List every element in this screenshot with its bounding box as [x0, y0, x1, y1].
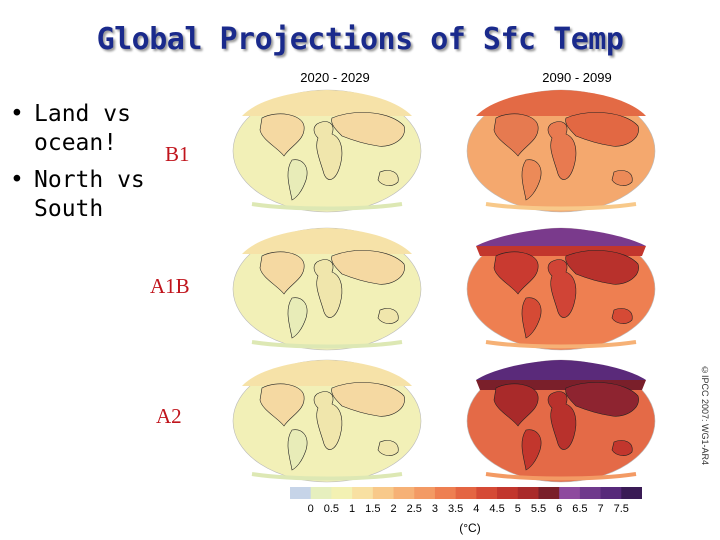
colorbar-tick-label: 0 — [307, 503, 314, 515]
colorbar-tick-label: 4 — [473, 503, 480, 515]
temperature-colorbar — [290, 487, 642, 499]
colorbar-tick-label: 3 — [431, 503, 438, 515]
colorbar-swatch — [559, 487, 581, 499]
colorbar-unit: (°C) — [459, 521, 481, 535]
bullet-list: Land vs ocean! North vs South — [10, 100, 184, 232]
colorbar-swatch — [538, 487, 560, 499]
column-header-far: 2090 - 2099 — [542, 70, 612, 85]
colorbar-swatch — [372, 487, 395, 499]
colorbar-tick-label: 5.5 — [530, 503, 547, 515]
colorbar-tick-label: 7.5 — [613, 503, 629, 515]
scenario-label-b1: B1 — [165, 142, 190, 166]
bullet-north-south: North vs South — [10, 166, 184, 224]
colorbar-swatch — [352, 487, 374, 499]
colorbar-tick-label: 2 — [390, 503, 397, 515]
map-a1b-2090s — [466, 227, 656, 351]
colorbar-swatch — [414, 487, 436, 499]
colorbar-tick-label: 7 — [597, 503, 604, 515]
colorbar-tick-labels: 0 0.5 1 1.5 2 2.5 3 3.5 4 4.5 5 5.5 6 6.5 7 7.5 — [290, 503, 660, 517]
colorbar-swatch — [476, 487, 498, 499]
colorbar-swatch — [310, 487, 332, 499]
scenario-label-a1b: A1B — [150, 274, 190, 298]
colorbar-swatch — [290, 487, 312, 499]
colorbar-swatch — [497, 487, 519, 499]
slide-title: Global Projections of Sfc Temp — [96, 22, 624, 57]
scenario-label-a2: A2 — [156, 404, 182, 428]
colorbar-tick-label: 4.5 — [489, 503, 505, 515]
colorbar-swatch — [517, 487, 539, 499]
colorbar-swatch — [393, 487, 415, 499]
map-a2-2090s — [466, 359, 656, 483]
map-b1-2020s — [232, 89, 422, 213]
colorbar-tick-label: 3.5 — [447, 503, 464, 515]
bullet-land-ocean: Land vs ocean! — [10, 100, 184, 158]
ipcc-credit: ©IPCC 2007: WG1-AR4 — [700, 365, 710, 466]
colorbar-swatch — [600, 487, 622, 499]
colorbar-swatch — [455, 487, 477, 499]
colorbar-tick-label: 6.5 — [572, 503, 588, 515]
map-a1b-2020s — [232, 227, 422, 351]
colorbar-swatch — [621, 487, 642, 499]
map-b1-2090s — [466, 89, 656, 213]
colorbar-tick-label: 1.5 — [365, 503, 381, 515]
colorbar-tick-label: 1 — [349, 503, 356, 515]
colorbar-swatch — [579, 487, 602, 499]
colorbar-swatch — [434, 487, 457, 499]
colorbar-tick-label: 6 — [556, 503, 563, 515]
column-header-near: 2020 - 2029 — [300, 70, 370, 85]
colorbar-tick-label: 5 — [514, 503, 521, 515]
colorbar-swatch — [331, 487, 353, 499]
map-a2-2020s — [232, 359, 422, 483]
colorbar-tick-label: 2.5 — [406, 503, 422, 515]
colorbar-tick-label: 0.5 — [323, 503, 340, 515]
